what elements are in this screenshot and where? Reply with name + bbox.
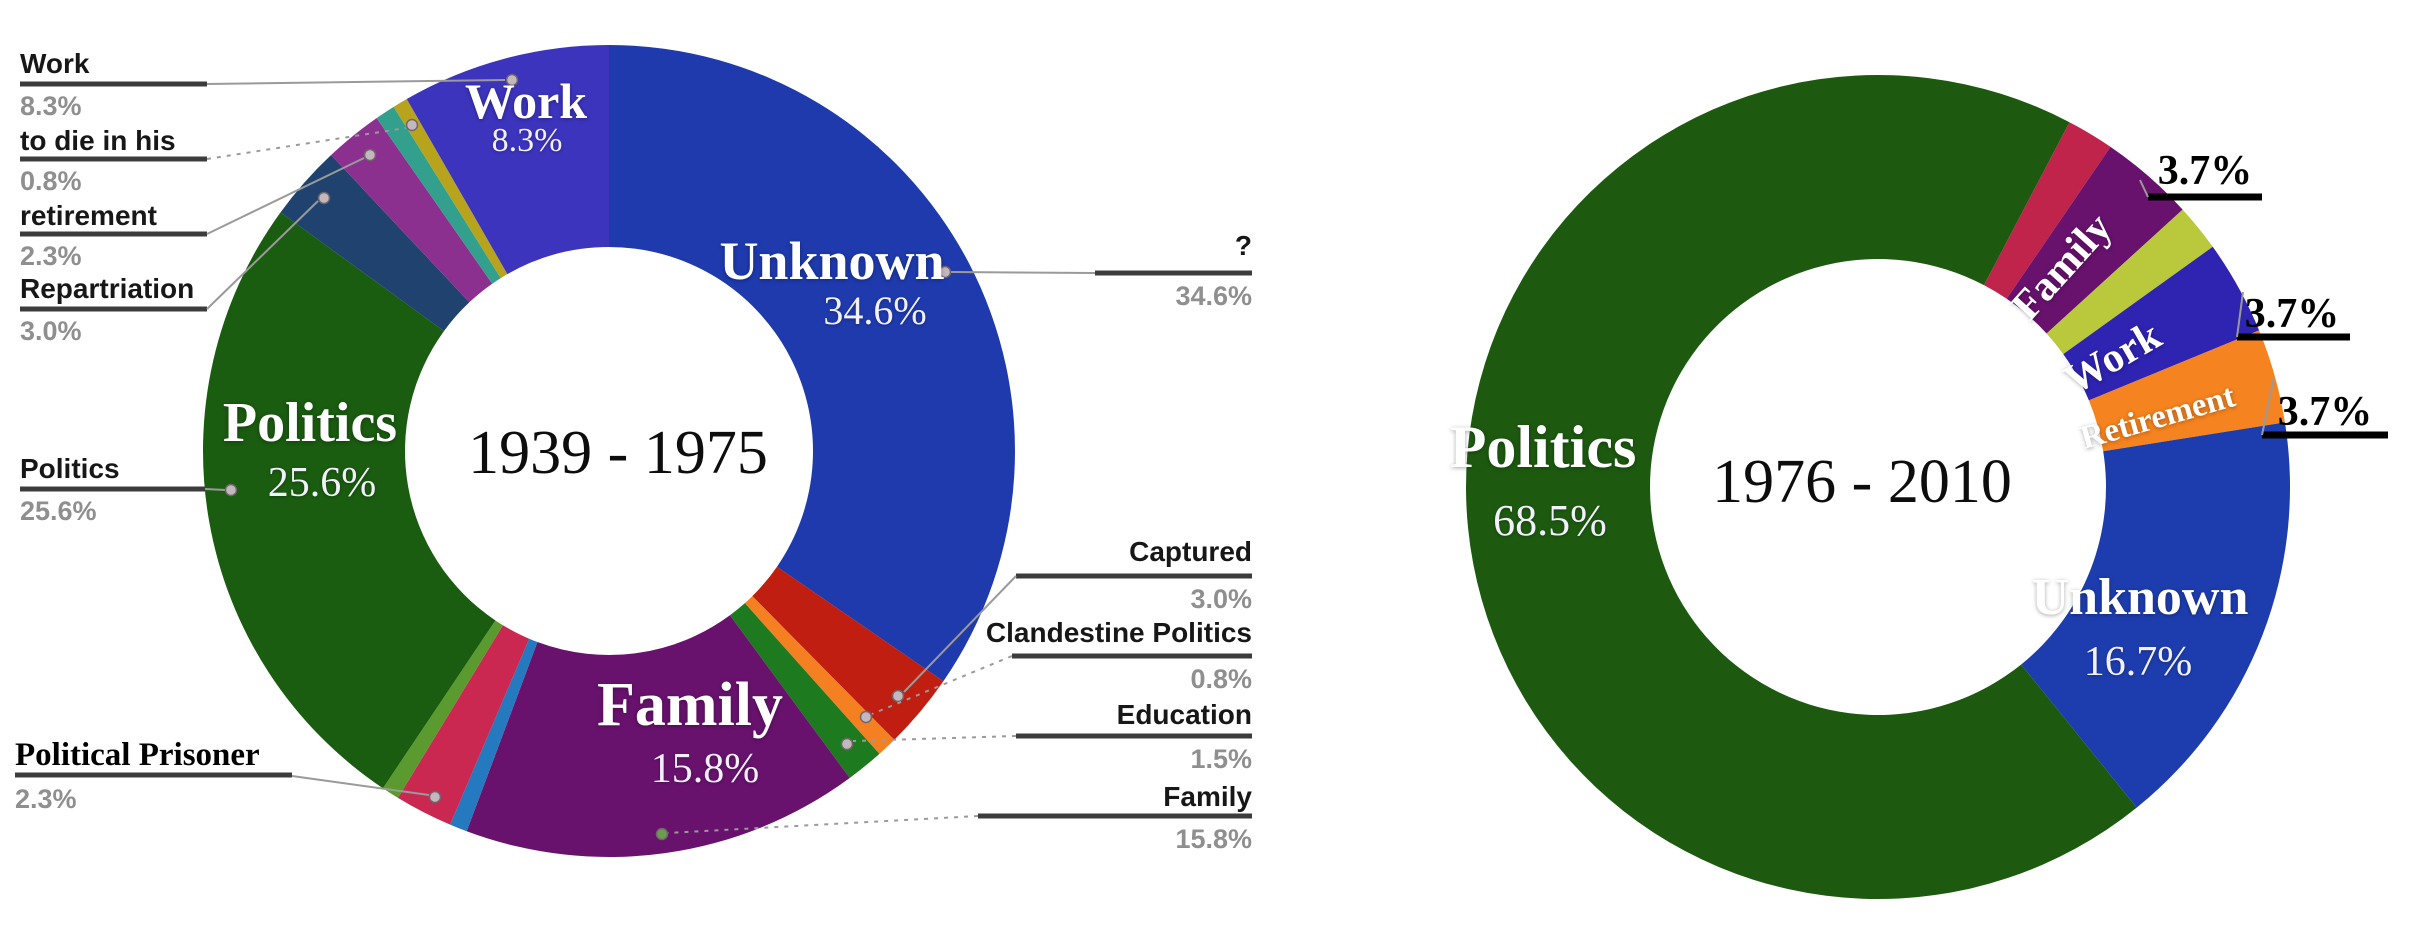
inner-label-unknown: Unknown xyxy=(2031,569,2249,626)
segment-education xyxy=(729,603,880,778)
segment-political-prisoner xyxy=(397,625,530,825)
inner-pct-work: 8.3% xyxy=(491,122,563,159)
callout-label-l-work: Work xyxy=(20,48,90,79)
segment-unlabeled xyxy=(1983,122,2111,299)
segment-unknown xyxy=(2021,422,2291,808)
callout-pct-r-unknown: 34.6% xyxy=(1175,281,1252,311)
leader-line-c1 xyxy=(2139,179,2149,198)
segment-work xyxy=(2063,246,2260,401)
leader-line-c3 xyxy=(2261,376,2275,436)
callout-pct-r-education: 1.5% xyxy=(1190,744,1252,774)
leader-dot-r-clandestine xyxy=(859,710,873,724)
callout-pct-c2: 3.7% xyxy=(2244,291,2340,337)
leader-dot-r-captured xyxy=(891,689,905,703)
callout-pct-c1: 3.7% xyxy=(2157,148,2253,194)
period-label-1939-1975: 1939 - 1975 xyxy=(468,419,768,487)
segment-politics xyxy=(1465,75,2137,900)
callout-label-r-captured: Captured xyxy=(1129,536,1252,567)
segment-family xyxy=(2006,146,2183,334)
inner-label-unknown: Unknown xyxy=(719,231,945,291)
callout-pct-r-clandestine: 0.8% xyxy=(1190,664,1252,694)
inner-pct-politics: 68.5% xyxy=(1493,496,1607,545)
leader-line-l-political-prisoner xyxy=(291,775,430,796)
segment-unknown xyxy=(609,45,1015,682)
inner-pct-politics: 25.6% xyxy=(267,460,377,506)
segment-work xyxy=(406,45,609,275)
callout-label-l-retirement: retirement xyxy=(20,200,157,231)
leader-dot-l-repartriation xyxy=(317,191,331,205)
callout-label-l-repartriation: Repartriation xyxy=(20,273,195,304)
inner-pct-family: 15.8% xyxy=(650,746,760,792)
callout-label-l-political-prisoner: Political Prisoner xyxy=(15,737,260,773)
callout-label-r-education: Education xyxy=(1116,699,1252,730)
inner-label-politics: Politics xyxy=(222,392,398,454)
inner-label-work: Work xyxy=(464,73,588,129)
segment-retirement xyxy=(331,118,493,303)
segment-to-die-in-his xyxy=(376,106,501,284)
leader-line-l-todiein xyxy=(206,127,407,160)
callout-pct-l-work: 8.3% xyxy=(20,91,82,121)
callout-label-l-todiein: to die in his xyxy=(20,125,176,156)
leader-dot-l-todiein xyxy=(405,118,419,132)
leader-line-r-education xyxy=(852,735,1017,742)
leader-dot-l-retirement xyxy=(363,148,377,162)
leader-line-l-repartriation xyxy=(206,200,319,310)
segment-family xyxy=(466,615,850,858)
leader-line-r-captured xyxy=(903,575,1017,693)
callout-label-r-family: Family xyxy=(1163,781,1252,812)
period-label-1976-2010: 1976 - 2010 xyxy=(1712,448,2012,516)
callout-pct-r-captured: 3.0% xyxy=(1190,584,1252,614)
inner-pct-unknown: 16.7% xyxy=(2083,639,2193,685)
leader-line-l-work xyxy=(206,79,506,85)
leader-dot-r-education xyxy=(840,737,854,751)
segment-unlabeled xyxy=(450,638,538,832)
callout-pct-l-todiein: 0.8% xyxy=(20,166,82,196)
callout-pct-c3: 3.7% xyxy=(2277,389,2373,435)
leader-dot-r-unknown xyxy=(938,265,952,279)
callout-pct-l-politics: 25.6% xyxy=(20,496,97,526)
leader-dot-r-family xyxy=(655,827,669,841)
leader-dot-l-politics xyxy=(224,483,238,497)
callout-pct-l-repartriation: 3.0% xyxy=(20,316,82,346)
segment-unlabeled xyxy=(393,98,508,279)
leader-dot-l-work xyxy=(505,73,519,87)
callout-label-r-clandestine: Clandestine Politics xyxy=(985,617,1252,648)
inner-label-family: Family xyxy=(597,671,783,739)
segment-unlabeled xyxy=(382,620,503,798)
segment-unlabeled xyxy=(2046,209,2213,355)
inner-pct-unknown: 34.6% xyxy=(823,288,927,333)
callout-label-l-politics: Politics xyxy=(20,453,120,484)
segment-politics xyxy=(203,212,496,789)
callout-pct-r-family: 15.8% xyxy=(1175,824,1252,854)
leader-line-r-family xyxy=(667,815,979,834)
leader-dot-l-political-prisoner xyxy=(428,790,442,804)
inner-label-politics: Politics xyxy=(1449,414,1637,480)
leader-line-l-politics xyxy=(204,488,227,491)
leader-line-c2 xyxy=(2236,291,2244,338)
callout-pct-l-retirement: 2.3% xyxy=(20,241,82,271)
callout-pct-l-political-prisoner: 2.3% xyxy=(15,784,77,814)
segment-retirement xyxy=(2088,330,2285,452)
leader-line-l-retirement xyxy=(206,157,365,235)
callout-label-r-unknown: ? xyxy=(1234,230,1252,261)
segment-clandestine-politics xyxy=(744,596,895,754)
leader-line-r-unknown xyxy=(950,271,1096,274)
